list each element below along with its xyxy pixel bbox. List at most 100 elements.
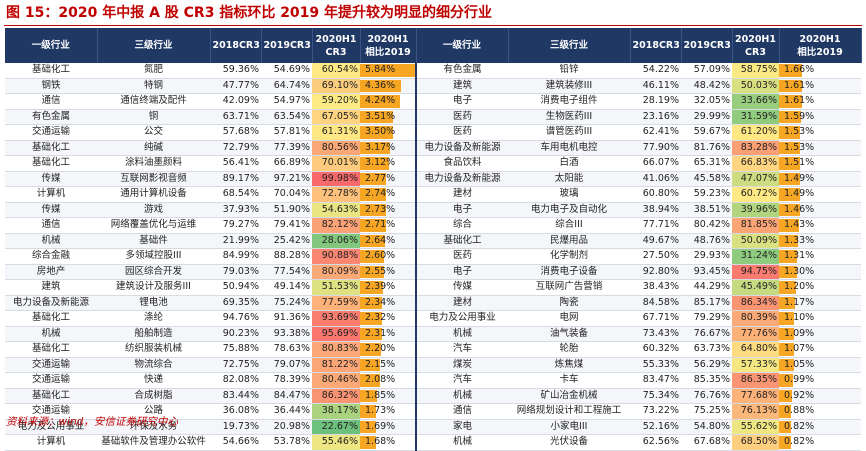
cr3-2019-cell: 84.47% [261,388,312,404]
cr3-2019-cell: 88.28% [261,248,312,265]
cr3-2018-cell: 49.67% [630,233,681,249]
change-value: 1.31% [784,250,815,261]
industry-l3-cell: 铅锌 [508,63,630,79]
cr3-2019-cell: 79.29% [681,310,732,327]
change-value: 1.59% [784,110,815,122]
change-value: 1.33% [784,234,815,246]
cr3-2019-cell: 44.29% [681,279,732,296]
cr3-2018-cell: 36.08% [210,403,261,420]
change-value: 1.85% [365,389,396,401]
change-cell: 1.66% [779,63,861,79]
cr3-2019-cell: 56.29% [681,357,732,373]
table-row: 计算机 基础软件及管理办公软件 54.66% 53.78% 55.46% 1.68% 机械光… [5,434,861,451]
change-value: 4.36% [365,79,396,91]
change-cell: 2.39% [360,279,416,296]
cr3-2020h1-cell: 83.28% [732,140,779,156]
change-cell: 1.73% [360,403,416,420]
industry-l3-cell: 太阳能 [508,171,630,187]
table-row: 基础化工 合成树脂 83.44% 84.47% 86.32% 1.85% 机械 矿山冶金机械 7… [5,388,861,404]
change-value: 2.55% [365,265,396,277]
change-cell: 1.69% [360,419,416,435]
change-value: 3.50% [365,126,396,137]
table-row: 通信 网络覆盖优化与运维 79.27% 79.41% 82.12% 2.71% 综合 综合II… [5,217,861,234]
cr3-2020h1-cell: 61.20% [732,124,779,141]
cr3-2019-cell: 20.98% [261,419,312,435]
cr3-2019-cell: 85.35% [681,372,732,389]
industry-l3-cell: 卡车 [508,372,630,389]
cr3-2020h1-cell: 31.59% [732,109,779,125]
change-value: 1.49% [784,188,815,199]
cr3-2018-cell: 27.50% [630,248,681,265]
header-l3-right: 三级行业 [508,28,631,63]
cr3-2020h1-cell: 50.09% [732,233,779,249]
change-value: 2.20% [365,343,396,354]
industry-l1-cell: 电子 [415,93,508,110]
table-row: 通信 通信终端及配件 42.09% 54.97% 59.20% 4.24% 电子 消费电子组件… [5,93,861,110]
table-row: 传媒 游戏 37.93% 51.90% 54.63% 2.73% 电子 电力电子及自动化 38.… [5,202,861,218]
table-header-row: 一级行业 三级行业 2018CR3 2019CR3 2020H1 CR3 2020H1 相… [5,28,862,63]
cr3-2020h1-cell: 58.75% [732,63,779,79]
cr3-2019-cell: 79.07% [261,357,312,373]
change-bar [779,172,800,185]
change-bar [779,281,796,294]
change-cell: 2.77% [360,171,416,187]
change-bar [360,389,378,402]
industry-l1-cell: 建筑 [415,78,508,94]
table-row: 交通运输 物流综合 72.75% 79.07% 81.22% 2.15% 煤炭 炼焦煤 55.3… [5,357,861,373]
industry-l1-cell: 汽车 [415,341,508,358]
cr3-2020h1-cell: 68.50% [732,434,779,451]
change-bar [360,358,381,371]
industry-l1-cell: 机械 [415,434,508,451]
industry-l3-cell: 合成树脂 [97,388,210,404]
cr3-2019-cell: 59.23% [681,186,732,203]
industry-l3-cell: 涤纶 [97,310,210,327]
cr3-2018-cell: 94.76% [210,310,261,327]
cr3-table: 一级行业 三级行业 2018CR3 2019CR3 2020H1 CR3 2020H1 相… [5,28,862,451]
industry-l1-cell: 基础化工 [5,388,97,404]
change-value: 1.73% [365,405,396,416]
cr3-2019-cell: 29.93% [681,248,732,265]
table-row: 电力设备及新能源 锂电池 69.35% 75.24% 77.59% 2.34% 建材 陶瓷 84… [5,295,861,311]
cr3-2019-cell: 97.21% [261,171,312,187]
cr3-2018-cell: 62.56% [630,434,681,451]
cr3-2018-cell: 59.36% [210,63,261,79]
header-2019-right: 2019CR3 [681,28,733,63]
change-bar [779,420,791,433]
cr3-2020h1-cell: 66.83% [732,155,779,172]
cr3-2018-cell: 79.27% [210,217,261,234]
change-bar [360,95,400,108]
cr3-2020h1-cell: 77.68% [732,388,779,404]
industry-l3-cell: 炼焦煤 [508,357,630,373]
industry-l1-cell: 交通运输 [5,403,97,420]
industry-l3-cell: 通用计算机设备 [97,186,210,203]
change-cell: 1.31% [779,248,861,265]
cr3-2018-cell: 72.75% [210,357,261,373]
change-value: 0.99% [784,374,815,385]
cr3-2019-cell: 53.78% [261,434,312,451]
industry-l1-cell: 基础化工 [5,155,97,172]
change-bar [779,265,798,278]
cr3-2020h1-cell: 77.76% [732,326,779,342]
industry-l1-cell: 建筑 [5,279,97,296]
change-value: 5.84% [365,64,396,75]
cr3-2020h1-cell: 60.54% [312,63,360,79]
industry-l1-cell: 计算机 [5,186,97,203]
industry-l1-cell: 基础化工 [5,63,97,79]
change-value: 1.66% [784,64,815,75]
change-cell: 2.08% [360,372,416,389]
change-bar [360,265,384,278]
cr3-2019-cell: 66.89% [261,155,312,172]
table-row: 计算机 通用计算机设备 68.54% 70.04% 72.78% 2.74% 建材 玻璃 60.… [5,186,861,203]
industry-l1-cell: 机械 [5,326,97,342]
cr3-2020h1-cell: 38.17% [312,403,360,420]
cr3-2018-cell: 90.23% [210,326,261,342]
change-bar [779,234,798,247]
change-value: 1.46% [784,203,815,215]
cr3-2019-cell: 54.80% [681,419,732,435]
cr3-2020h1-cell: 51.53% [312,279,360,296]
cr3-2018-cell: 60.32% [630,341,681,358]
change-value: 2.60% [365,250,396,261]
table-row: 基础化工 涤纶 94.76% 91.36% 93.69% 2.32% 电力及公用事业 电网 67… [5,310,861,327]
change-cell: 1.49% [779,186,861,203]
industry-l1-cell: 建材 [415,295,508,311]
